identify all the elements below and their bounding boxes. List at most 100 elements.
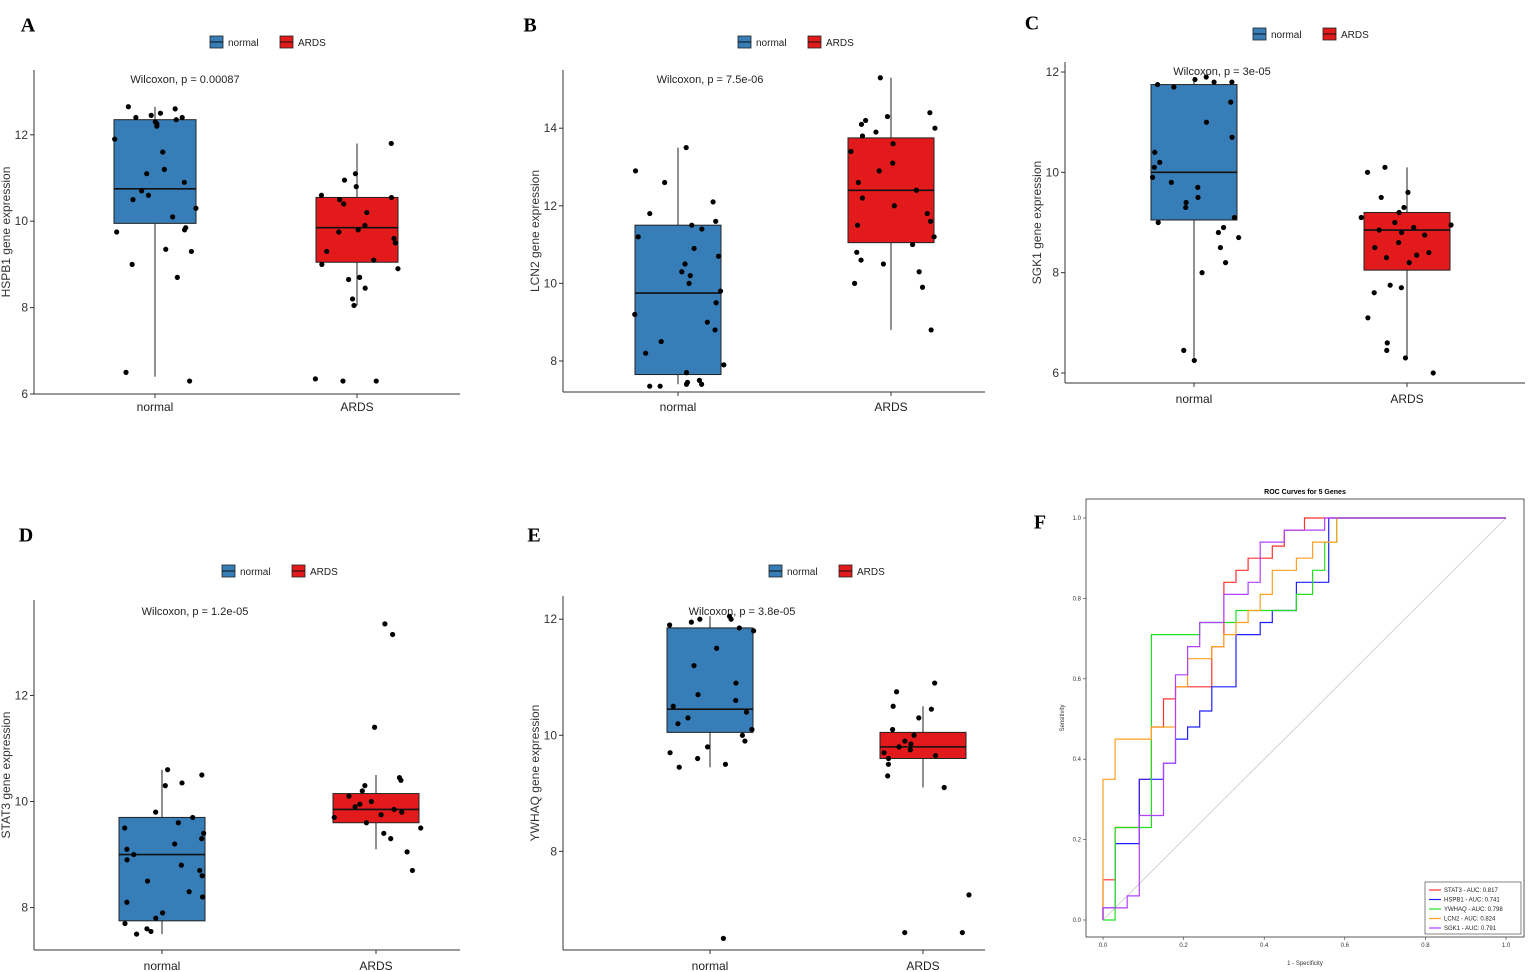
- data-point: [199, 772, 205, 778]
- data-point: [131, 851, 137, 858]
- data-point: [186, 378, 193, 384]
- data-point: [743, 709, 750, 715]
- data-point: [712, 327, 718, 333]
- data-point: [891, 203, 897, 209]
- points-ards: [331, 621, 424, 874]
- box-normal: [666, 616, 754, 768]
- data-point: [696, 377, 703, 383]
- data-point: [632, 311, 638, 318]
- data-point: [959, 929, 965, 936]
- data-point: [728, 616, 734, 622]
- data-point: [852, 280, 858, 286]
- data-point: [704, 744, 711, 750]
- wilcoxon-annotation: Wilcoxon, p = 0.00087: [130, 74, 239, 86]
- data-point: [188, 248, 195, 255]
- data-point: [679, 269, 685, 275]
- data-point: [695, 755, 701, 762]
- y-tick-label: 12: [544, 612, 558, 626]
- data-point: [368, 798, 374, 805]
- data-point: [854, 249, 860, 255]
- data-point: [739, 732, 746, 738]
- data-point: [391, 235, 397, 242]
- data-point: [312, 376, 318, 382]
- data-point: [1152, 149, 1158, 155]
- data-point: [148, 112, 154, 118]
- data-point: [919, 284, 926, 290]
- data-point: [686, 280, 692, 286]
- data-point: [647, 210, 653, 217]
- y-tick-label: 8: [21, 301, 28, 315]
- data-point: [1155, 219, 1161, 226]
- data-point: [1211, 79, 1217, 85]
- data-point: [1383, 255, 1390, 261]
- data-point: [392, 240, 398, 246]
- data-point: [643, 350, 649, 356]
- data-point: [670, 703, 676, 709]
- data-point: [1398, 285, 1404, 291]
- data-point: [1151, 164, 1157, 170]
- data-point: [1181, 347, 1187, 353]
- wilcoxon-annotation: Wilcoxon, p = 7.5e-06: [657, 74, 764, 86]
- data-point: [352, 804, 358, 810]
- data-point: [144, 171, 150, 177]
- x-tick-label-ards: ARDS: [340, 400, 373, 414]
- data-point: [362, 783, 368, 789]
- y-tick-label: 10: [544, 728, 558, 742]
- data-point: [848, 148, 854, 155]
- data-point: [193, 205, 199, 211]
- data-point: [877, 75, 883, 81]
- roc-series-sgk1: [1102, 517, 1506, 920]
- x-tick-label: 1.0: [1502, 943, 1511, 949]
- data-point: [916, 269, 922, 275]
- data-point: [398, 777, 404, 783]
- y-tick-label: 10: [15, 795, 29, 809]
- data-point: [1371, 290, 1377, 296]
- data-point: [352, 171, 359, 177]
- y-tick-label: 10: [544, 276, 558, 290]
- data-point: [1411, 224, 1417, 231]
- panel-letter: B: [523, 15, 536, 37]
- data-point: [657, 383, 663, 389]
- box-ards: [879, 706, 967, 788]
- roc-title: ROC Curves for 5 Genes: [1264, 489, 1346, 496]
- data-point: [174, 274, 180, 280]
- data-point: [355, 227, 361, 233]
- data-point: [1231, 214, 1237, 221]
- data-point: [880, 261, 887, 267]
- data-point: [1229, 134, 1235, 140]
- data-point: [181, 227, 188, 233]
- data-point: [130, 197, 136, 203]
- data-point: [179, 780, 185, 786]
- data-point: [685, 715, 691, 721]
- box-ards: [315, 143, 399, 306]
- x-tick-label-ards: ARDS: [906, 959, 939, 972]
- data-point: [1171, 84, 1177, 90]
- data-point: [932, 752, 939, 759]
- legend-label: HSPB1 - AUC: 0.741: [1444, 898, 1500, 904]
- box-body: [634, 224, 722, 376]
- data-point: [889, 726, 896, 733]
- data-point: [1154, 81, 1161, 88]
- data-point: [683, 144, 689, 151]
- points-normal: [122, 767, 207, 937]
- panel-f: F ROC Curves for 5 Genes 0.0 0.2 0.4 0.6 0.8 1.…: [1034, 489, 1525, 967]
- data-point: [710, 199, 716, 205]
- data-point: [133, 931, 140, 937]
- data-point: [932, 125, 938, 131]
- data-point: [154, 123, 160, 129]
- data-point: [122, 825, 128, 831]
- data-point: [1384, 340, 1390, 346]
- y-tick-label: 10: [1046, 165, 1060, 179]
- data-point: [199, 836, 205, 842]
- data-point: [129, 261, 135, 267]
- data-point: [890, 703, 896, 709]
- data-point: [1392, 219, 1398, 226]
- x-tick-label: 0.6: [1341, 943, 1350, 949]
- data-point: [1402, 355, 1409, 361]
- legend: normal ARDS: [737, 35, 854, 49]
- box-body: [1150, 84, 1238, 221]
- data-point: [885, 773, 891, 779]
- y-tick-label: 12: [15, 128, 29, 142]
- legend-label: LCN2 - AUC: 0.824: [1444, 917, 1496, 923]
